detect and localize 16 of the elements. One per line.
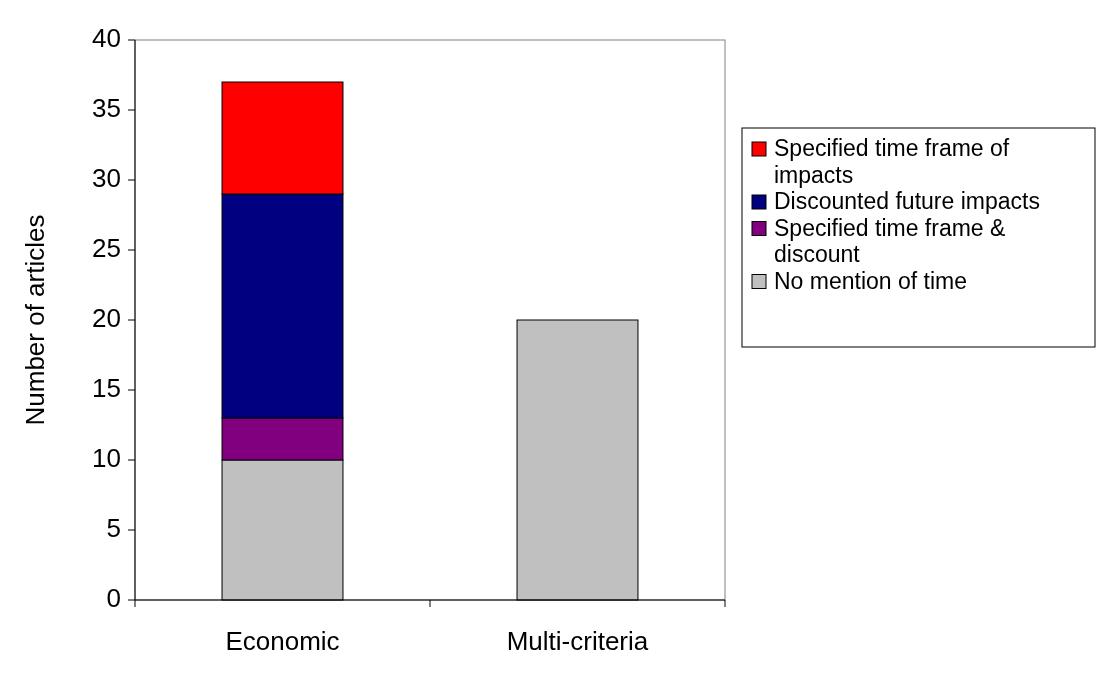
y-tick-label: 0 <box>106 582 121 613</box>
legend-label: Specified time frame & discount <box>774 214 1006 268</box>
y-tick-label: 25 <box>92 232 121 263</box>
y-tick-label: 30 <box>92 162 121 193</box>
y-tick-label: 10 <box>92 442 121 473</box>
y-tick-label: 20 <box>92 302 121 333</box>
legend-label: No mention of time <box>774 267 968 294</box>
x-tick-label: Multi-criteria <box>506 626 649 656</box>
y-tick-label: 5 <box>106 512 121 543</box>
y-axis-title: Number of articles <box>20 214 50 426</box>
y-tick-label: 35 <box>92 92 121 123</box>
y-tick-label: 40 <box>92 22 121 53</box>
legend-label: Discounted future impacts <box>774 188 1040 215</box>
legend-label: Specified time frame of impacts <box>774 135 1010 188</box>
x-tick-label: Economic <box>225 626 340 656</box>
y-tick-label: 15 <box>92 372 121 403</box>
